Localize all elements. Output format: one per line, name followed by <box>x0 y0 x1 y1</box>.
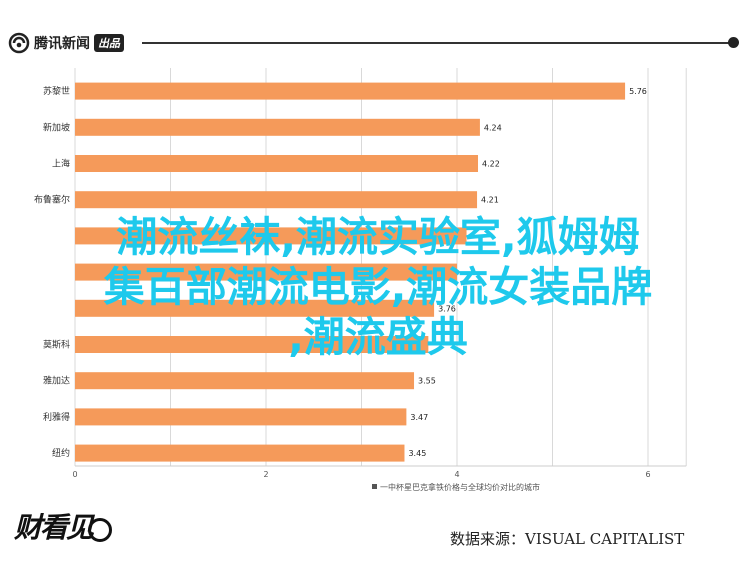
data-label: 3.55 <box>418 377 436 386</box>
header-dot <box>728 37 739 48</box>
bar <box>75 299 435 317</box>
x-tick-label: 4 <box>454 470 459 479</box>
data-label: 3.47 <box>410 413 428 422</box>
x-tick-label: 2 <box>263 470 268 479</box>
logo: 腾讯新闻 出品 <box>8 32 124 54</box>
data-label: 4.22 <box>482 160 500 169</box>
bar <box>75 263 457 281</box>
overlay-text: 潮流丝袜,潮流实验室,狐姆姆 集百部潮流电影,潮流女装品牌 ,潮流盛典 <box>18 212 738 362</box>
bar <box>75 82 626 100</box>
bar <box>75 336 429 353</box>
x-tick-label: 6 <box>645 470 650 479</box>
xlabel-marker-icon <box>372 484 377 489</box>
bar <box>75 408 407 426</box>
tencent-news-logo-icon <box>8 32 30 54</box>
category-label: 纽约 <box>52 447 70 459</box>
overlay-line-1: 潮流丝袜,潮流实验室,狐姆姆 <box>116 213 640 261</box>
header-divider <box>142 42 732 44</box>
brand-ring-icon <box>88 517 113 542</box>
bar <box>75 227 467 245</box>
bar <box>75 372 415 390</box>
bar <box>75 444 405 462</box>
category-label: 苏黎世 <box>43 85 70 97</box>
data-label: 4.21 <box>481 196 499 205</box>
data-label: 4.24 <box>484 123 502 132</box>
header: 腾讯新闻 出品 <box>0 0 750 70</box>
x-tick-label: 0 <box>72 470 77 479</box>
category-label: 新加坡 <box>43 121 70 133</box>
category-label: 雅加达 <box>43 375 70 387</box>
category-label: 上海 <box>52 158 70 170</box>
overlay-line-2: 集百部潮流电影,潮流女装品牌 <box>103 263 653 311</box>
category-label: 布鲁塞尔 <box>34 194 70 206</box>
logo-badge: 出品 <box>94 34 124 52</box>
x-axis-label: 一中杯星巴克拿铁价格与全球均价对比的城市 <box>380 482 540 492</box>
category-label: 利雅得 <box>43 411 70 423</box>
data-label: 3.45 <box>408 449 426 458</box>
brand-logo: 财看见 <box>14 506 113 546</box>
bar <box>75 118 480 136</box>
bar <box>75 191 478 209</box>
logo-text: 腾讯新闻 <box>34 36 90 52</box>
bar <box>75 155 479 172</box>
brand-text: 财看见 <box>14 511 94 544</box>
data-label: 5.76 <box>629 87 647 96</box>
category-label: 莫斯科 <box>43 339 70 351</box>
overlay-line-3: ,潮流盛典 <box>288 313 468 361</box>
data-label: 3.76 <box>438 304 456 313</box>
source-text: 数据来源：VISUAL CAPITALIST <box>450 530 685 548</box>
